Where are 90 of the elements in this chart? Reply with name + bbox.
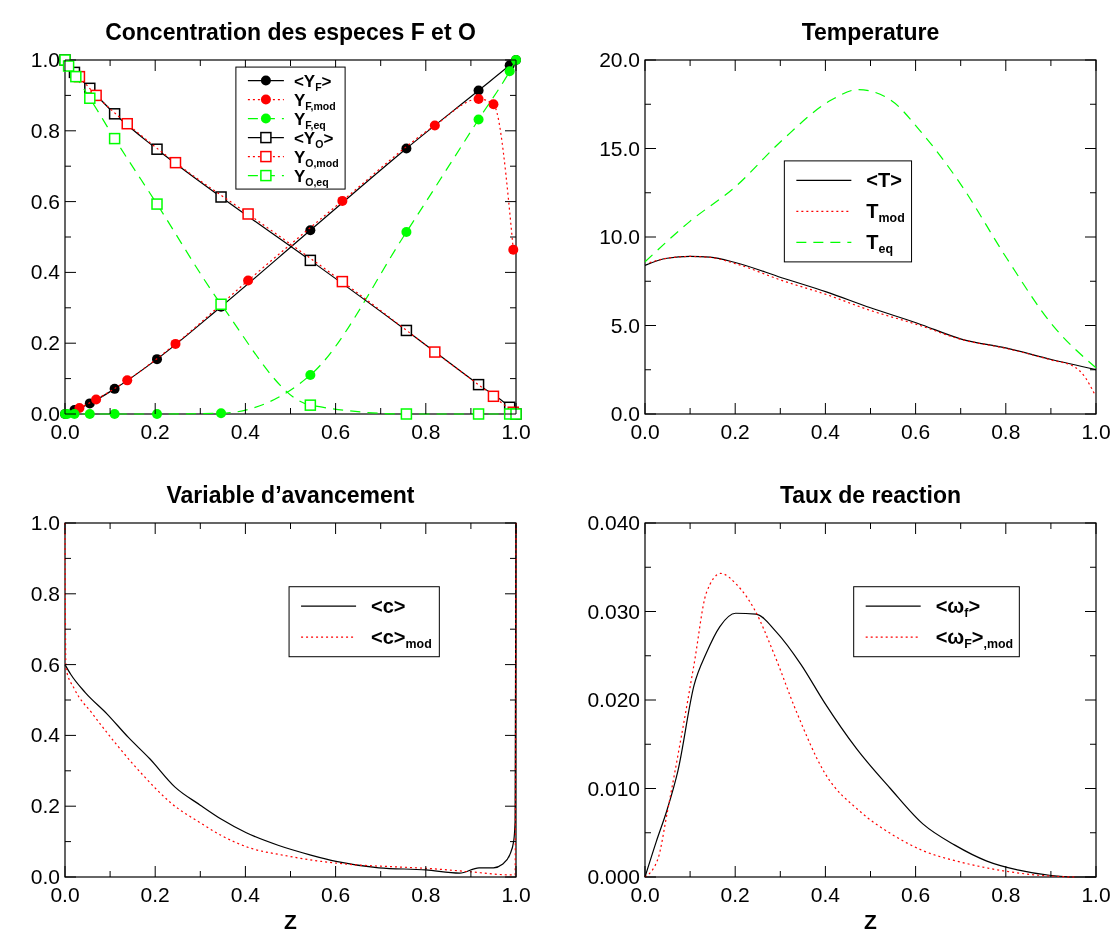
y-tick-label: 15.0 (599, 136, 640, 160)
y-tick-label: 0.8 (30, 118, 60, 142)
x-axis-title: Z (864, 910, 878, 933)
point (243, 275, 254, 286)
point (215, 191, 227, 203)
point (487, 390, 500, 403)
x-tick-label: 1.0 (501, 420, 531, 443)
y-tick-label: 1.0 (30, 511, 60, 534)
x-tick-label: 0.4 (810, 883, 841, 906)
y-tick-label: 0.030 (587, 599, 640, 623)
point (337, 195, 348, 206)
point (108, 108, 121, 120)
x-tick-label: 1.0 (1081, 883, 1111, 906)
x-tick-label: 0.4 (230, 883, 261, 906)
point (151, 198, 163, 210)
x-tick-label: 0.4 (230, 420, 261, 443)
point (473, 114, 484, 125)
x-tick-label: 0.2 (140, 420, 170, 443)
y-tick-label: 0.6 (30, 652, 60, 676)
point (122, 375, 133, 386)
point (152, 354, 162, 365)
y-tick-label: 5.0 (610, 313, 640, 337)
point (91, 394, 102, 405)
y-tick-label: 0.020 (587, 688, 640, 711)
y-tick-label: 0.4 (30, 723, 61, 747)
chart-title: Temperature (801, 19, 940, 45)
legend-label: <T> (866, 169, 902, 192)
legend-label: <Y$_{F}$> (293, 71, 332, 93)
point (400, 408, 413, 420)
x-tick-label: 0.2 (720, 420, 750, 443)
point (242, 208, 254, 220)
line-series (648, 255, 1095, 394)
point (84, 409, 95, 419)
y-tick-label: 20.0 (599, 48, 640, 71)
y-tick-label: 1.0 (30, 48, 60, 71)
point (305, 370, 316, 381)
legend-label: <c>$_{mod}$ (371, 626, 432, 652)
point (336, 275, 349, 288)
line-series (644, 88, 1097, 369)
legend-label: <ω$_{F}$>$_{,mod}$ (935, 626, 1014, 652)
chart-title: Concentration des especes F et O (105, 19, 476, 45)
x-tick-label: 0.2 (720, 883, 750, 906)
y-tick-label: 0.8 (30, 581, 60, 605)
x-tick-label: 0.6 (901, 420, 931, 443)
legend-label: T$_{eq}$ (866, 231, 894, 257)
y-tick-label: 0.6 (30, 189, 60, 213)
x-tick-label: 1.0 (1081, 420, 1111, 443)
x-tick-label: 0.8 (411, 420, 441, 443)
point (151, 143, 163, 155)
legend-label: <ω$_{f}$> (935, 595, 981, 621)
point (429, 120, 440, 131)
point (429, 346, 441, 358)
y-tick-label: 0.2 (30, 794, 60, 818)
x-tick-label: 0.8 (991, 420, 1021, 443)
point (170, 338, 181, 349)
y-tick-label: 0.2 (30, 331, 60, 355)
y-tick-label: 0.040 (587, 511, 640, 534)
point (84, 92, 96, 104)
point (169, 156, 182, 169)
point (472, 408, 485, 420)
point (304, 399, 317, 411)
point (121, 117, 133, 130)
x-tick-label: 0.2 (140, 883, 170, 906)
x-tick-label: 0.6 (321, 420, 351, 443)
y-tick-label: 0.010 (587, 776, 640, 800)
point (508, 244, 519, 255)
x-tick-label: 0.4 (810, 420, 841, 443)
point (109, 383, 120, 394)
legend-label: T$_{mod}$ (866, 200, 905, 226)
point (216, 408, 227, 419)
point (305, 225, 316, 236)
point (504, 66, 515, 77)
x-tick-label: 0.6 (321, 883, 351, 906)
point (70, 70, 82, 83)
chart-title: Variable d’avancement (166, 482, 415, 508)
y-tick-label: 0.4 (30, 260, 61, 284)
point (401, 227, 412, 238)
x-tick-label: 0.8 (411, 883, 441, 906)
x-tick-label: 0.6 (901, 883, 931, 906)
x-axis-title: Z (284, 910, 298, 933)
point (152, 409, 162, 419)
point (109, 409, 120, 419)
x-tick-label: 1.0 (501, 883, 531, 906)
point (488, 99, 499, 110)
legend-label: <c> (371, 595, 406, 618)
x-tick-label: 0.8 (991, 883, 1021, 906)
point (108, 132, 121, 145)
y-tick-label: 10.0 (599, 225, 640, 248)
point (473, 93, 484, 104)
chart-title: Taux de reaction (779, 482, 962, 508)
